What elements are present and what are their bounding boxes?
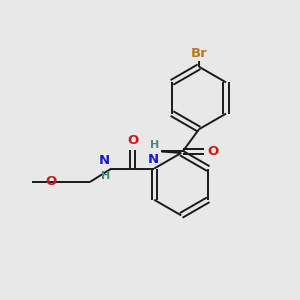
Text: N: N bbox=[99, 154, 110, 167]
Text: O: O bbox=[208, 145, 219, 158]
Text: H: H bbox=[150, 140, 159, 150]
Text: H: H bbox=[100, 171, 110, 181]
Text: Br: Br bbox=[191, 47, 207, 60]
Text: O: O bbox=[46, 176, 57, 188]
Text: O: O bbox=[127, 134, 138, 147]
Text: N: N bbox=[148, 153, 159, 166]
